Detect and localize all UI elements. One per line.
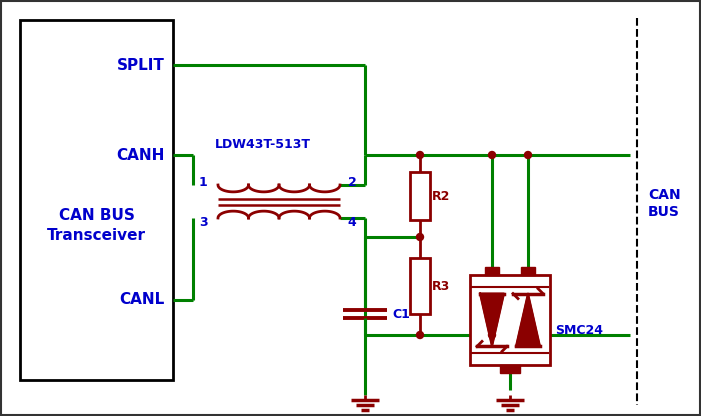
Text: 3: 3	[198, 215, 207, 228]
Text: CAN: CAN	[648, 188, 681, 202]
Bar	[521, 267, 535, 275]
Text: Transceiver: Transceiver	[47, 228, 146, 243]
Text: BUS: BUS	[648, 205, 680, 219]
Circle shape	[489, 332, 496, 339]
Bar	[500, 365, 520, 373]
Text: 4: 4	[348, 215, 356, 228]
Circle shape	[416, 332, 423, 339]
Bar	[485, 267, 499, 275]
Polygon shape	[480, 294, 504, 347]
Text: 1: 1	[198, 176, 207, 188]
Bar	[410, 172, 430, 220]
Bar	[20, 20, 173, 380]
Text: SMC24: SMC24	[555, 324, 603, 337]
Circle shape	[524, 151, 531, 158]
Circle shape	[489, 151, 496, 158]
Text: LDW43T-513T: LDW43T-513T	[215, 139, 311, 151]
Text: 2: 2	[348, 176, 356, 188]
Text: R3: R3	[432, 280, 450, 292]
Bar	[470, 275, 550, 365]
Text: SPLIT: SPLIT	[117, 57, 165, 72]
Text: C1: C1	[392, 307, 410, 320]
Text: CANL: CANL	[120, 292, 165, 307]
Polygon shape	[516, 294, 540, 347]
Bar	[410, 258, 430, 314]
Text: CAN BUS: CAN BUS	[59, 208, 135, 223]
Text: CANH: CANH	[116, 148, 165, 163]
Circle shape	[416, 151, 423, 158]
Text: R2: R2	[432, 190, 450, 203]
Circle shape	[524, 332, 531, 339]
Circle shape	[416, 233, 423, 240]
